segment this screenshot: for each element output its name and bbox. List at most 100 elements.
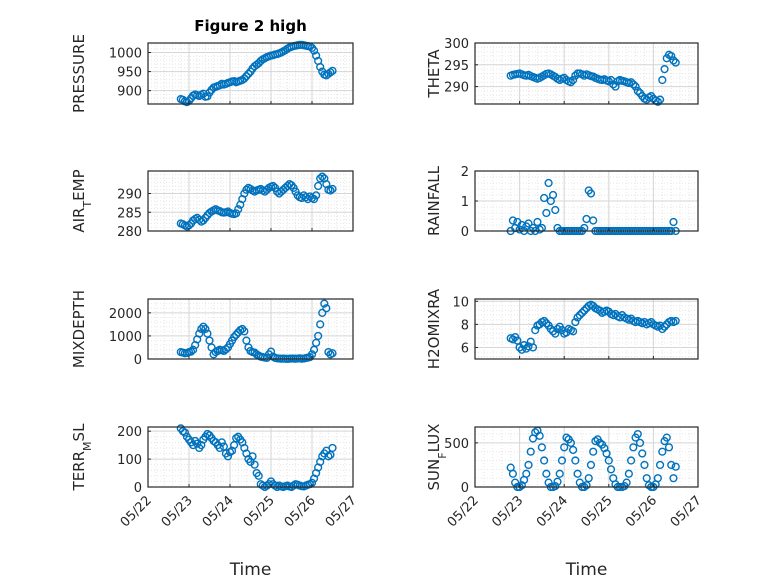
data-point <box>589 447 598 456</box>
axes-box <box>474 42 699 105</box>
data-point <box>199 322 208 331</box>
data-point <box>664 443 674 452</box>
data-point <box>326 450 335 460</box>
data-point <box>571 317 580 327</box>
x-tick-label: 05/23 <box>159 493 196 530</box>
subplot-terr-msl: 0 100 200 TERRMSL 05/22 05/23 05/24 05/25 05/26 0… <box>70 423 360 580</box>
y-tick-label: 10 <box>452 295 469 310</box>
data-point <box>662 433 671 442</box>
data-point <box>548 190 558 200</box>
data-point <box>230 441 239 450</box>
data-point <box>542 319 551 328</box>
x-tick-label: 05/25 <box>579 493 616 530</box>
data-point <box>238 324 247 334</box>
y-tick-label: 8 <box>461 318 469 333</box>
data-point <box>667 51 676 61</box>
data-point <box>312 51 321 60</box>
data-point <box>553 477 562 486</box>
y-tick-label: 2 <box>461 165 469 180</box>
y-tick-label: 0 <box>134 353 142 368</box>
series-terr-msl <box>176 424 337 492</box>
data-point <box>658 75 667 85</box>
y-axis-label: RAINFALL <box>425 165 443 236</box>
data-point <box>318 172 327 181</box>
data-point <box>326 186 335 195</box>
data-point <box>316 174 325 183</box>
subplot-h2omixra: 6 8 10 H2OMIXRA <box>425 288 699 369</box>
data-point <box>195 329 204 338</box>
y-axis-label: THETA <box>425 49 443 99</box>
data-point <box>591 437 600 446</box>
data-point <box>589 216 598 225</box>
subplot-air-temp: 280 285 290 AIRTEMP <box>70 169 354 240</box>
data-point <box>230 332 239 342</box>
x-tick-label: 05/26 <box>623 493 660 530</box>
data-point <box>515 225 524 234</box>
data-point <box>653 97 662 106</box>
data-point <box>557 456 567 465</box>
data-point <box>232 209 241 218</box>
data-point <box>575 311 584 320</box>
series-pressure <box>176 40 337 107</box>
data-point <box>193 439 202 448</box>
data-point <box>312 191 321 200</box>
data-point <box>671 58 680 67</box>
data-point <box>553 324 562 334</box>
data-point <box>640 460 649 470</box>
x-tick-label: 05/24 <box>200 493 237 530</box>
data-point <box>606 465 616 474</box>
data-point <box>266 347 276 356</box>
data-point <box>248 452 257 461</box>
data-point <box>180 428 190 437</box>
data-point <box>526 447 535 456</box>
x-tick-label: 05/27 <box>323 493 360 530</box>
data-point <box>604 456 613 465</box>
y-tick-label: 0 <box>461 481 469 496</box>
data-point <box>540 193 549 203</box>
data-point <box>633 86 642 96</box>
x-tick-label: 05/27 <box>668 493 705 530</box>
data-point <box>669 217 678 227</box>
data-point <box>513 336 522 345</box>
data-point <box>631 82 640 91</box>
data-point <box>242 72 251 81</box>
data-point <box>316 62 325 72</box>
axes-box <box>474 426 699 488</box>
data-point <box>658 447 667 456</box>
data-point <box>322 304 331 313</box>
data-point <box>626 78 636 87</box>
data-point <box>562 433 571 442</box>
data-point <box>584 474 593 483</box>
data-point <box>318 308 327 317</box>
y-tick-label: 950 <box>117 66 142 81</box>
data-point <box>205 208 214 218</box>
data-point <box>540 456 549 465</box>
data-point <box>566 438 575 447</box>
data-point <box>551 205 560 215</box>
data-point <box>638 449 647 458</box>
data-point <box>560 443 569 452</box>
series-h2omixra <box>506 300 680 354</box>
y-axis-label: PRESSURE <box>70 34 88 113</box>
data-point <box>548 327 558 336</box>
y-tick-label: 6 <box>461 341 469 356</box>
data-point <box>186 347 196 356</box>
x-tick-label: 05/25 <box>241 493 278 530</box>
series-air-temp <box>176 172 337 231</box>
data-point <box>551 482 560 491</box>
y-tick-label: 1000 <box>109 47 142 62</box>
data-point <box>240 74 249 83</box>
y-tick-label: 300 <box>444 37 469 52</box>
data-point <box>542 469 551 478</box>
data-point <box>544 478 553 487</box>
data-point <box>524 219 533 228</box>
data-point <box>569 445 578 455</box>
x-axis-label: Time <box>565 560 608 580</box>
data-point <box>602 449 611 458</box>
y-tick-label: 0 <box>461 225 469 240</box>
series-sun-flux <box>506 426 680 492</box>
y-axis-label: TERRMSL <box>70 423 94 492</box>
data-point <box>316 320 325 329</box>
